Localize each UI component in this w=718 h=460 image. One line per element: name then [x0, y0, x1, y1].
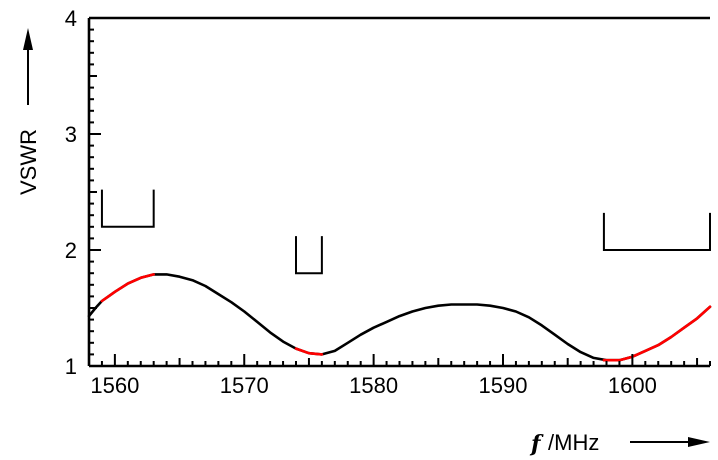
y-axis-label: VSWR	[16, 129, 41, 195]
x-tick-label: 1590	[479, 373, 528, 398]
x-axis-arrow-head	[688, 437, 710, 447]
band-bracket	[100, 189, 155, 228]
x-axis-unit-label: /MHz	[548, 430, 599, 455]
vswr-highlight-segment	[294, 347, 324, 356]
y-tick-label: 2	[65, 238, 77, 263]
vswr-highlight-segment	[100, 273, 155, 303]
vswr-curve	[87, 273, 712, 362]
y-tick-label: 4	[65, 6, 77, 31]
band-bracket	[295, 236, 323, 275]
x-tick-label: 1580	[349, 373, 398, 398]
x-axis-label: f	[529, 431, 544, 457]
plot-area	[87, 189, 712, 362]
y-tick-label: 1	[65, 354, 77, 379]
x-tick-label: 1560	[90, 373, 139, 398]
y-axis-arrow-head	[23, 28, 33, 50]
y-tick-label: 3	[65, 122, 77, 147]
band-bracket	[602, 212, 711, 251]
x-axis-title: f /MHz	[529, 430, 710, 457]
vswr-highlight-segment	[602, 305, 712, 362]
ticks: 1560 1570 1580 1590 1600 1 2 3 4	[65, 6, 711, 398]
y-axis-title: VSWR	[16, 28, 41, 195]
x-tick-label: 1570	[220, 373, 269, 398]
axes	[87, 16, 710, 368]
x-tick-label: 1600	[608, 373, 657, 398]
